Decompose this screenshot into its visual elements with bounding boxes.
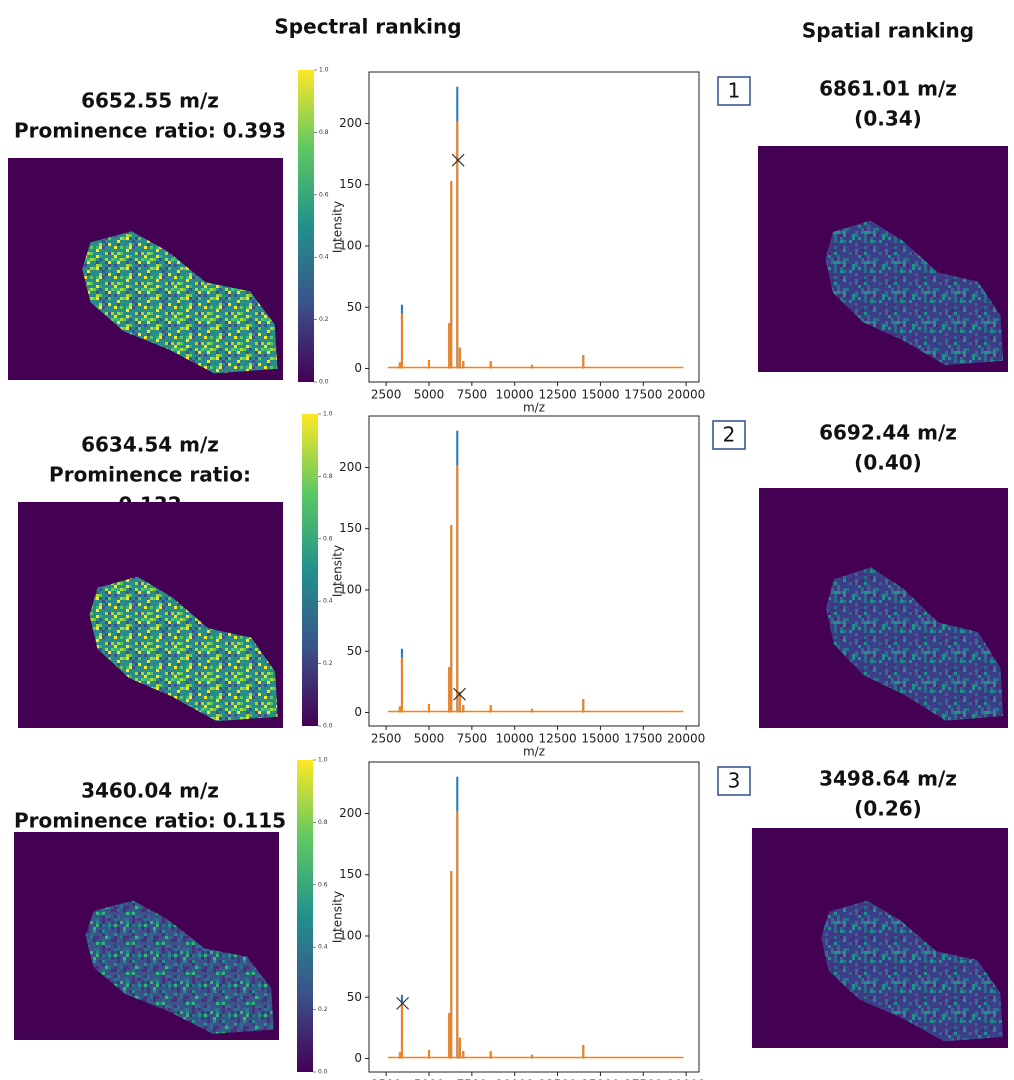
x-tick-label: 5000 [414, 388, 445, 402]
axes-frame [368, 71, 700, 383]
colorbar-tick-label: 0.2 [319, 316, 329, 323]
tissue [89, 576, 278, 722]
spatial-label: 6692.44 m/z [819, 421, 957, 445]
colorbar [298, 70, 314, 382]
tissue [821, 900, 1003, 1042]
x-tick-label: 12500 [538, 732, 576, 746]
x-tick-label: 17500 [624, 388, 662, 402]
y-tick-label: 150 [339, 177, 362, 191]
spatial-label: (0.40) [854, 451, 922, 475]
x-tick-label: 15000 [581, 1078, 619, 1080]
x-tick-label: 17500 [624, 732, 662, 746]
y-tick-label: 200 [339, 460, 362, 474]
y-tick-label: 50 [347, 300, 362, 314]
colorbar-tick-label: 0.4 [323, 598, 333, 605]
peak-label: 3460.04 m/z [81, 779, 219, 803]
spatial-label: (0.26) [854, 797, 922, 821]
y-tick-label: 200 [339, 116, 362, 130]
x-tick-label: 20000 [667, 732, 705, 746]
tissue [85, 900, 274, 1034]
x-tick-label: 7500 [457, 388, 488, 402]
marker [396, 996, 410, 1010]
x-tick-label: 12500 [538, 1078, 576, 1080]
colorbar-tick-label: 0.4 [319, 254, 329, 261]
colorbar-tick-label: 0.4 [318, 944, 328, 951]
rank-box [717, 76, 751, 106]
y-tick-label: 0 [354, 1051, 362, 1065]
x-tick-label: 15000 [581, 732, 619, 746]
peak-label: Prominence ratio: 0.115 [14, 809, 286, 833]
colorbar [302, 414, 318, 726]
colorbar-tick-label: 0.2 [323, 660, 333, 667]
x-tick-label: 20000 [667, 388, 705, 402]
y-tick-label: 150 [339, 521, 362, 535]
y-tick-label: 0 [354, 361, 362, 375]
colorbar-tick-label: 1.0 [319, 67, 329, 74]
spatial-label: (0.34) [854, 107, 922, 131]
marker [453, 687, 466, 701]
y-tick-label: 100 [339, 928, 362, 942]
x-tick-label: 5000 [414, 1078, 445, 1080]
colorbar-tick-label: 0.2 [318, 1006, 328, 1013]
colorbar-tick-label: 0.6 [318, 881, 328, 888]
rank-box [717, 766, 751, 796]
colorbar-tick-label: 0.8 [319, 129, 329, 136]
spatial-title: Spatial ranking [802, 19, 974, 43]
x-tick-label: 2500 [371, 388, 402, 402]
axes-frame [368, 415, 700, 727]
peak-label: Prominence ratio: 0.393 [14, 119, 286, 143]
x-tick-label: 15000 [581, 388, 619, 402]
rank: 2 [723, 423, 736, 447]
peak-label: 6652.55 m/z [81, 89, 219, 113]
colorbar [297, 760, 313, 1072]
x-tick-label: 7500 [457, 1078, 488, 1080]
y-axis-label: Intensity [331, 891, 345, 943]
x-axis-label: m/z [523, 745, 545, 759]
rank: 3 [728, 769, 741, 793]
y-tick-label: 100 [339, 238, 362, 252]
x-tick-label: 7500 [457, 732, 488, 746]
colorbar-tick-label: 1.0 [318, 757, 328, 764]
colorbar-tick-label: 0.0 [323, 723, 333, 730]
x-tick-label: 10000 [496, 732, 534, 746]
x-tick-label: 2500 [371, 1078, 402, 1080]
rank-box [712, 420, 746, 450]
x-axis-label: m/z [523, 401, 545, 415]
y-axis-label: Intensity [331, 545, 345, 597]
axes-frame [368, 761, 700, 1073]
x-tick-label: 2500 [371, 732, 402, 746]
x-tick-label: 12500 [538, 388, 576, 402]
y-axis-label: Intensity [331, 201, 345, 253]
tissue [826, 567, 1004, 721]
peak-label: 6634.54 m/z [81, 433, 219, 457]
y-tick-label: 50 [347, 644, 362, 658]
rank: 1 [728, 79, 741, 103]
spatial-label: 3498.64 m/z [819, 767, 957, 791]
colorbar-tick-label: 0.0 [319, 379, 329, 386]
y-tick-label: 200 [339, 806, 362, 820]
colorbar-tick-label: 0.8 [323, 473, 333, 480]
marker [451, 153, 465, 167]
colorbar-tick-label: 0.6 [319, 191, 329, 198]
spectral-title: Spectral ranking [274, 15, 461, 39]
x-tick-label: 5000 [414, 732, 445, 746]
y-tick-label: 100 [339, 582, 362, 596]
y-tick-label: 50 [347, 990, 362, 1004]
x-tick-label: 20000 [667, 1078, 705, 1080]
spatial-label: 6861.01 m/z [819, 77, 957, 101]
colorbar-tick-label: 0.6 [323, 535, 333, 542]
tissue [82, 231, 278, 374]
y-tick-label: 0 [354, 705, 362, 719]
colorbar-tick-label: 0.0 [318, 1069, 328, 1076]
x-tick-label: 17500 [624, 1078, 662, 1080]
tissue [825, 220, 1003, 366]
x-tick-label: 10000 [496, 388, 534, 402]
peak-label: Prominence ratio: [49, 463, 251, 487]
x-tick-label: 10000 [496, 1078, 534, 1080]
colorbar-tick-label: 1.0 [323, 411, 333, 418]
colorbar-tick-label: 0.8 [318, 819, 328, 826]
y-tick-label: 150 [339, 867, 362, 881]
